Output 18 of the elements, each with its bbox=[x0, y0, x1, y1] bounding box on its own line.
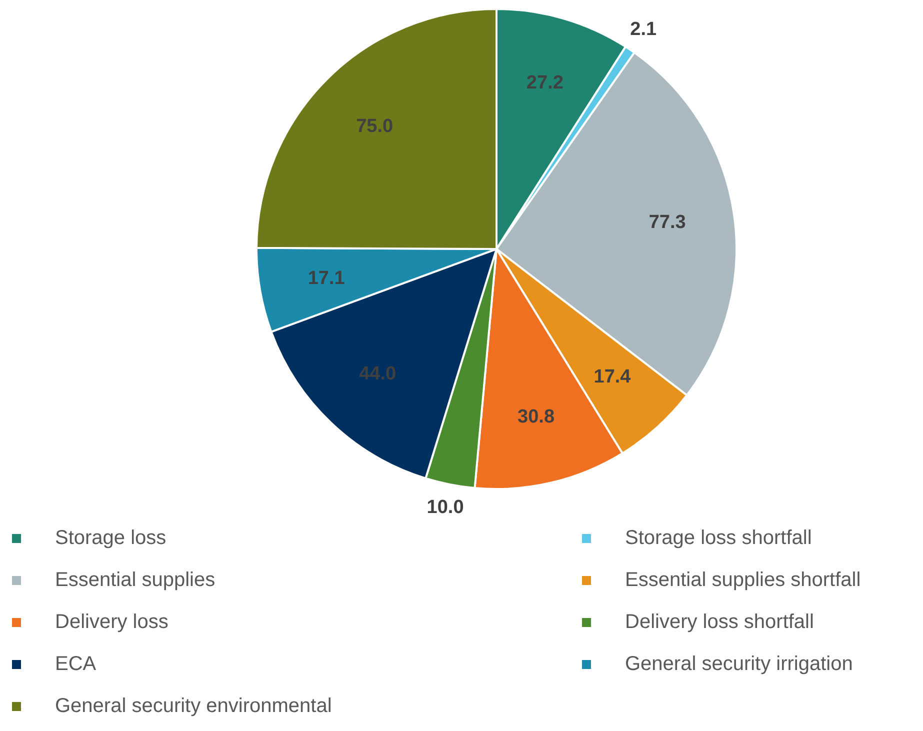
legend-label: General security environmental bbox=[55, 694, 332, 718]
data-label: 30.8 bbox=[518, 406, 555, 428]
data-label: 10.0 bbox=[426, 497, 464, 518]
legend-label: Delivery loss shortfall bbox=[625, 610, 814, 634]
legend-label: General security irrigation bbox=[625, 652, 853, 676]
data-label: 2.1 bbox=[630, 18, 657, 40]
legend-label: Essential supplies bbox=[55, 568, 216, 592]
data-label: 17.4 bbox=[594, 366, 632, 388]
data-label: 27.2 bbox=[526, 72, 564, 94]
legend-label: ECA bbox=[55, 652, 96, 676]
legend-label: Essential supplies shortfall bbox=[625, 568, 861, 592]
legend-label: Delivery loss bbox=[55, 610, 168, 634]
data-label: 44.0 bbox=[359, 364, 396, 385]
data-label: 77.3 bbox=[648, 212, 686, 234]
legend-label: Storage loss shortfall bbox=[625, 526, 812, 550]
data-label: 17.1 bbox=[308, 268, 346, 290]
data-label: 75.0 bbox=[356, 116, 394, 137]
legend-label: Storage loss bbox=[55, 526, 166, 550]
